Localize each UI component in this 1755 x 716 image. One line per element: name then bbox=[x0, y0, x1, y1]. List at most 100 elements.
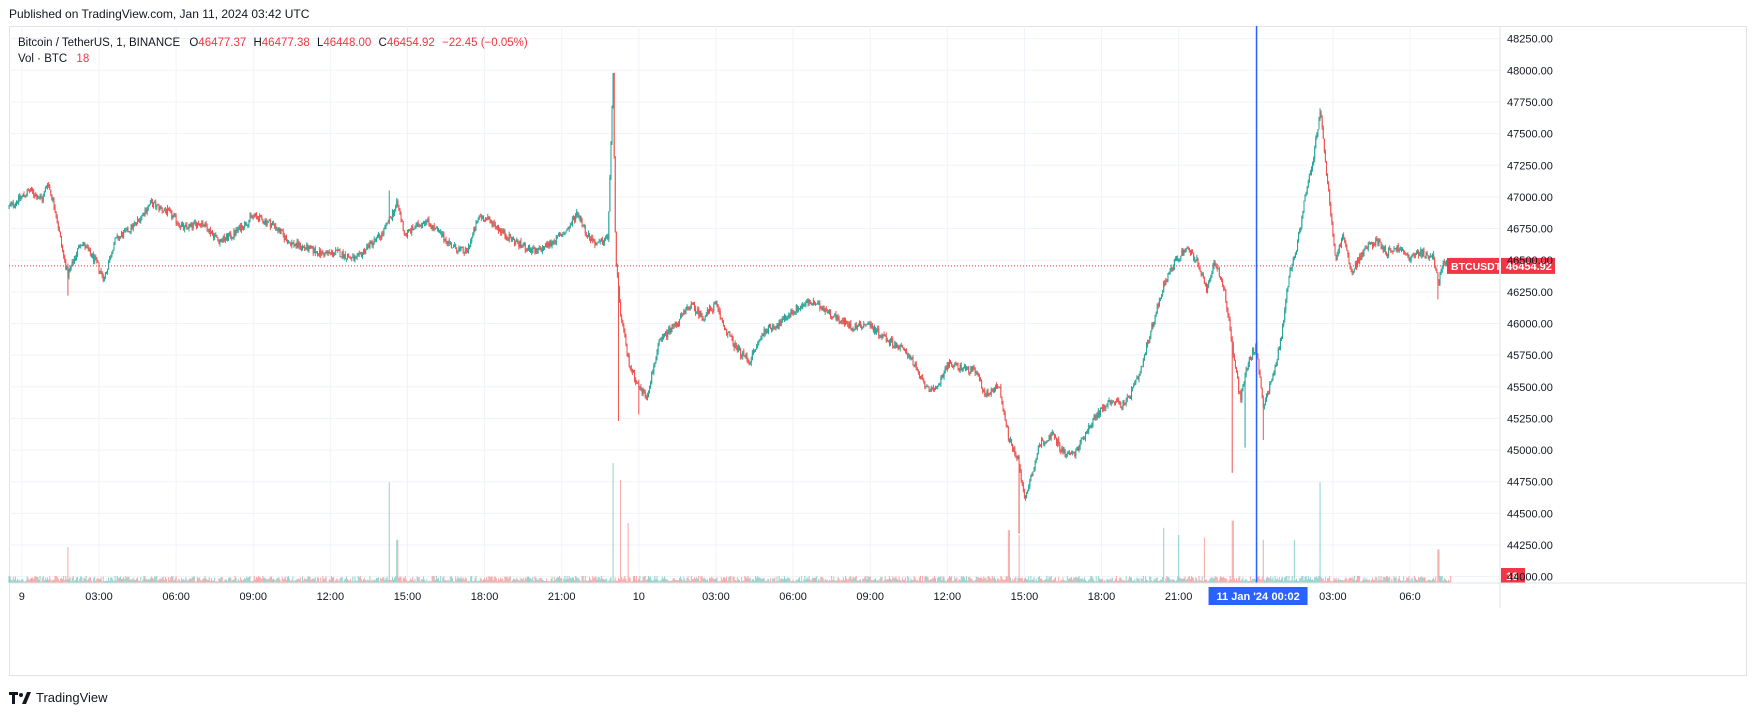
candle-body bbox=[374, 238, 376, 241]
candle-body bbox=[1174, 258, 1176, 260]
volume-bar bbox=[1005, 576, 1007, 583]
candle-body bbox=[936, 387, 938, 389]
candle-body bbox=[218, 239, 220, 245]
volume-bar bbox=[759, 577, 761, 583]
volume-bar bbox=[783, 576, 785, 583]
volume-bar bbox=[138, 580, 140, 583]
volume-bar bbox=[1141, 579, 1143, 583]
candle-body bbox=[39, 196, 41, 198]
candle-body bbox=[507, 239, 509, 241]
volume-label[interactable]: Vol · BTC bbox=[18, 53, 68, 65]
candle-body bbox=[861, 327, 863, 329]
volume-bar bbox=[592, 576, 594, 583]
volume-bar bbox=[1183, 578, 1185, 583]
volume-bar bbox=[431, 576, 433, 583]
candle-body bbox=[442, 233, 444, 237]
candle-body bbox=[94, 256, 96, 262]
time-axis: 9 03:00 06:00 09:00 12:00 15:00 18:00 21:00 10 03… bbox=[9, 582, 1747, 603]
candle-body bbox=[1076, 447, 1078, 451]
candle-body bbox=[1330, 204, 1332, 215]
volume-bar bbox=[27, 578, 29, 583]
tradingview-logo-icon[interactable] bbox=[9, 691, 31, 704]
symbol-label[interactable]: Bitcoin / TetherUS, 1, BINANCE bbox=[18, 37, 181, 49]
chart-frame[interactable] bbox=[9, 26, 1747, 676]
volume-bar bbox=[808, 576, 810, 583]
candle-body bbox=[451, 247, 453, 249]
candle-body bbox=[1244, 374, 1246, 384]
candle-body bbox=[877, 328, 879, 331]
candle-body bbox=[157, 204, 159, 206]
candle-body bbox=[770, 324, 772, 328]
volume-bar bbox=[1049, 577, 1051, 583]
candle-body bbox=[1079, 442, 1081, 448]
candle-body bbox=[1310, 168, 1312, 173]
candle-body bbox=[1194, 259, 1196, 261]
candle-body bbox=[1169, 269, 1171, 273]
candle-body bbox=[477, 219, 479, 221]
candle-body bbox=[100, 270, 102, 272]
volume-bar bbox=[1181, 578, 1183, 583]
candle-body bbox=[583, 224, 585, 226]
candle-body bbox=[90, 254, 92, 258]
footer-brand[interactable]: TradingView bbox=[36, 690, 108, 705]
volume-bar bbox=[96, 578, 98, 583]
candle-body bbox=[1292, 257, 1294, 264]
candle-body bbox=[1163, 281, 1165, 292]
volume-bar bbox=[1314, 577, 1316, 583]
candle-body bbox=[996, 385, 998, 389]
volume-bar bbox=[198, 578, 200, 583]
volume-bar bbox=[728, 577, 730, 583]
volume-bar bbox=[273, 578, 275, 583]
volume-bar bbox=[216, 580, 218, 583]
candle-body bbox=[487, 216, 489, 220]
candle-body bbox=[732, 337, 734, 345]
candle-body bbox=[263, 222, 265, 224]
candle-body bbox=[50, 189, 52, 195]
candle-body bbox=[950, 360, 952, 363]
candle-body bbox=[1037, 445, 1039, 454]
candle-body bbox=[25, 194, 27, 197]
candle-body bbox=[1307, 181, 1309, 187]
candle-body bbox=[1409, 260, 1411, 262]
candle-body bbox=[883, 334, 885, 336]
volume-bar bbox=[391, 577, 393, 583]
candle-body bbox=[254, 213, 256, 216]
candle-body bbox=[1209, 278, 1211, 283]
volume-bar bbox=[683, 576, 685, 583]
volume-bar bbox=[547, 580, 549, 583]
volume-bar bbox=[1017, 577, 1019, 583]
volume-bar bbox=[84, 578, 86, 583]
candle-body bbox=[60, 237, 62, 246]
volume-bar bbox=[523, 580, 525, 583]
volume-bar bbox=[722, 577, 724, 583]
candle-body bbox=[512, 237, 514, 239]
volume-bar bbox=[773, 578, 775, 583]
candle-body bbox=[852, 328, 854, 331]
candle-body bbox=[1346, 246, 1348, 251]
candle-body bbox=[922, 377, 924, 381]
volume-bar bbox=[54, 575, 56, 583]
candle-body bbox=[1224, 288, 1226, 290]
volume-bar bbox=[1396, 581, 1398, 583]
volume-bar bbox=[800, 581, 802, 583]
candle-body bbox=[1306, 186, 1308, 193]
volume-bar bbox=[1410, 578, 1412, 583]
candle-body bbox=[933, 389, 935, 391]
volume-bar bbox=[1389, 576, 1391, 583]
volume-bar bbox=[926, 576, 928, 583]
candle-body bbox=[730, 336, 732, 338]
volume-bar bbox=[119, 576, 121, 583]
candle-body bbox=[53, 198, 55, 208]
volume-bar bbox=[867, 576, 869, 583]
candle-body bbox=[122, 233, 124, 238]
candle-body bbox=[1064, 449, 1066, 458]
candle-body bbox=[324, 252, 326, 257]
candle-body bbox=[612, 72, 614, 108]
volume-bar bbox=[911, 579, 913, 583]
volume-bar bbox=[312, 578, 314, 583]
candle-body bbox=[647, 391, 649, 396]
volume-bar bbox=[973, 581, 975, 583]
volume-bar bbox=[864, 576, 866, 583]
candle-body bbox=[605, 238, 607, 240]
